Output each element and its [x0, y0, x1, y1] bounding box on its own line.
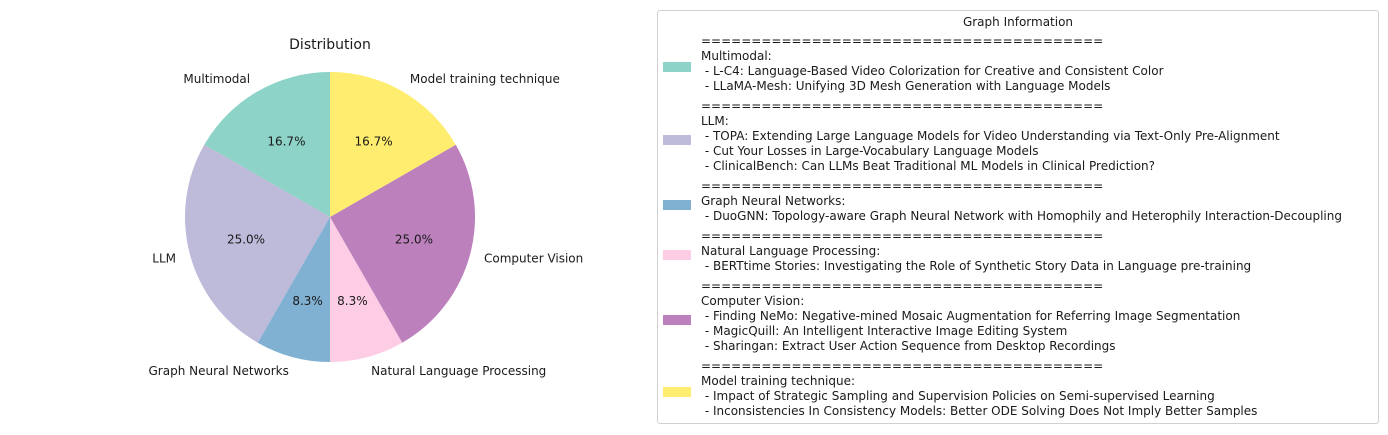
legend-paper-item: - ClinicalBench: Can LLMs Beat Tradition…: [701, 159, 1156, 173]
pie-slice-llm: [185, 144, 330, 343]
pie-category-label: Graph Neural Networks: [148, 364, 288, 378]
legend-entry: ========================================…: [658, 359, 1378, 419]
legend-paper-item: - DuoGNN: Topology-aware Graph Neural Ne…: [701, 209, 1342, 223]
pie-slice-natural-language-processing: [330, 217, 403, 362]
legend-separator: ========================================: [701, 359, 1104, 373]
legend-entry-text: ========================================…: [701, 99, 1280, 174]
legend: Graph Information ======================…: [657, 10, 1379, 424]
legend-paper-item: - Cut Your Losses in Large-Vocabulary La…: [701, 144, 1039, 158]
pie-slice-model-training-technique: [330, 72, 456, 217]
pie-value-label: 16.7%: [355, 135, 393, 149]
legend-swatch: [663, 199, 691, 210]
legend-entry-text: ========================================…: [701, 229, 1251, 274]
legend-entry-text: ========================================…: [701, 359, 1257, 419]
legend-entry: ========================================…: [658, 179, 1378, 224]
legend-paper-item: - MagicQuill: An Intelligent Interactive…: [701, 324, 1068, 338]
pie-category-label: Computer Vision: [484, 252, 583, 266]
pie-value-label: 25.0%: [227, 233, 265, 247]
legend-paper-item: - Sharingan: Extract User Action Sequenc…: [701, 339, 1116, 353]
pie-slice-computer-vision: [330, 144, 475, 343]
legend-entry: ========================================…: [658, 99, 1378, 174]
legend-swatch: [663, 134, 691, 145]
legend-category: Multimodal:: [701, 49, 772, 63]
legend-separator: ========================================: [701, 229, 1104, 243]
pie-category-label: LLM: [152, 252, 176, 266]
legend-separator: ========================================: [701, 34, 1104, 48]
legend-entry: ========================================…: [658, 279, 1378, 354]
pie-slice-graph-neural-networks: [257, 217, 330, 362]
pie-category-label: Model training technique: [410, 72, 560, 86]
legend-swatch: [663, 314, 691, 325]
legend-paper-item: - TOPA: Extending Large Language Models …: [701, 129, 1280, 143]
pie-category-label: Multimodal: [183, 72, 250, 86]
legend-separator: ========================================: [701, 279, 1104, 293]
legend-entry: ========================================…: [658, 229, 1378, 274]
legend-category: Graph Neural Networks:: [701, 194, 846, 208]
legend-entry-text: ========================================…: [701, 279, 1240, 354]
legend-entry-text: ========================================…: [701, 34, 1164, 94]
legend-swatch: [663, 249, 691, 260]
pie-chart: Distribution Multimodal 16.7% LLM 25.0% Grap…: [148, 37, 583, 378]
legend-category: LLM:: [701, 114, 729, 128]
legend-paper-item: - L-C4: Language-Based Video Colorizatio…: [701, 64, 1164, 78]
legend-entry: ========================================…: [658, 34, 1378, 94]
legend-swatch: [663, 62, 691, 72]
chart-title: Distribution: [289, 37, 371, 53]
pie-labels: Multimodal 16.7% LLM 25.0% Graph Neural Netw…: [148, 72, 583, 378]
legend-paper-item: - BERTtime Stories: Investigating the Ro…: [701, 259, 1252, 273]
legend-paper-item: - Inconsistencies In Consistency Models:…: [701, 404, 1258, 418]
legend-category: Model training technique:: [701, 374, 856, 388]
legend-paper-item: - LLaMA-Mesh: Unifying 3D Mesh Generatio…: [701, 79, 1111, 93]
pie-slices: [185, 72, 475, 362]
legend-separator: ========================================: [701, 99, 1104, 113]
pie-slice-multimodal: [204, 72, 330, 217]
pie-category-label: Natural Language Processing: [371, 364, 546, 378]
legend-swatch: [663, 387, 691, 397]
legend-category: Computer Vision:: [701, 294, 805, 308]
legend-paper-item: - Impact of Strategic Sampling and Super…: [701, 389, 1215, 403]
legend-paper-item: - Finding NeMo: Negative-mined Mosaic Au…: [701, 309, 1241, 323]
legend-entry-text: ========================================…: [701, 179, 1342, 224]
pie-value-label: 16.7%: [267, 135, 305, 149]
legend-category: Natural Language Processing:: [701, 244, 881, 258]
pie-value-label: 8.3%: [337, 294, 368, 308]
pie-value-label: 8.3%: [292, 294, 323, 308]
legend-title: Graph Information: [962, 15, 1074, 29]
pie-value-label: 25.0%: [395, 233, 433, 247]
legend-separator: ========================================: [701, 179, 1104, 193]
